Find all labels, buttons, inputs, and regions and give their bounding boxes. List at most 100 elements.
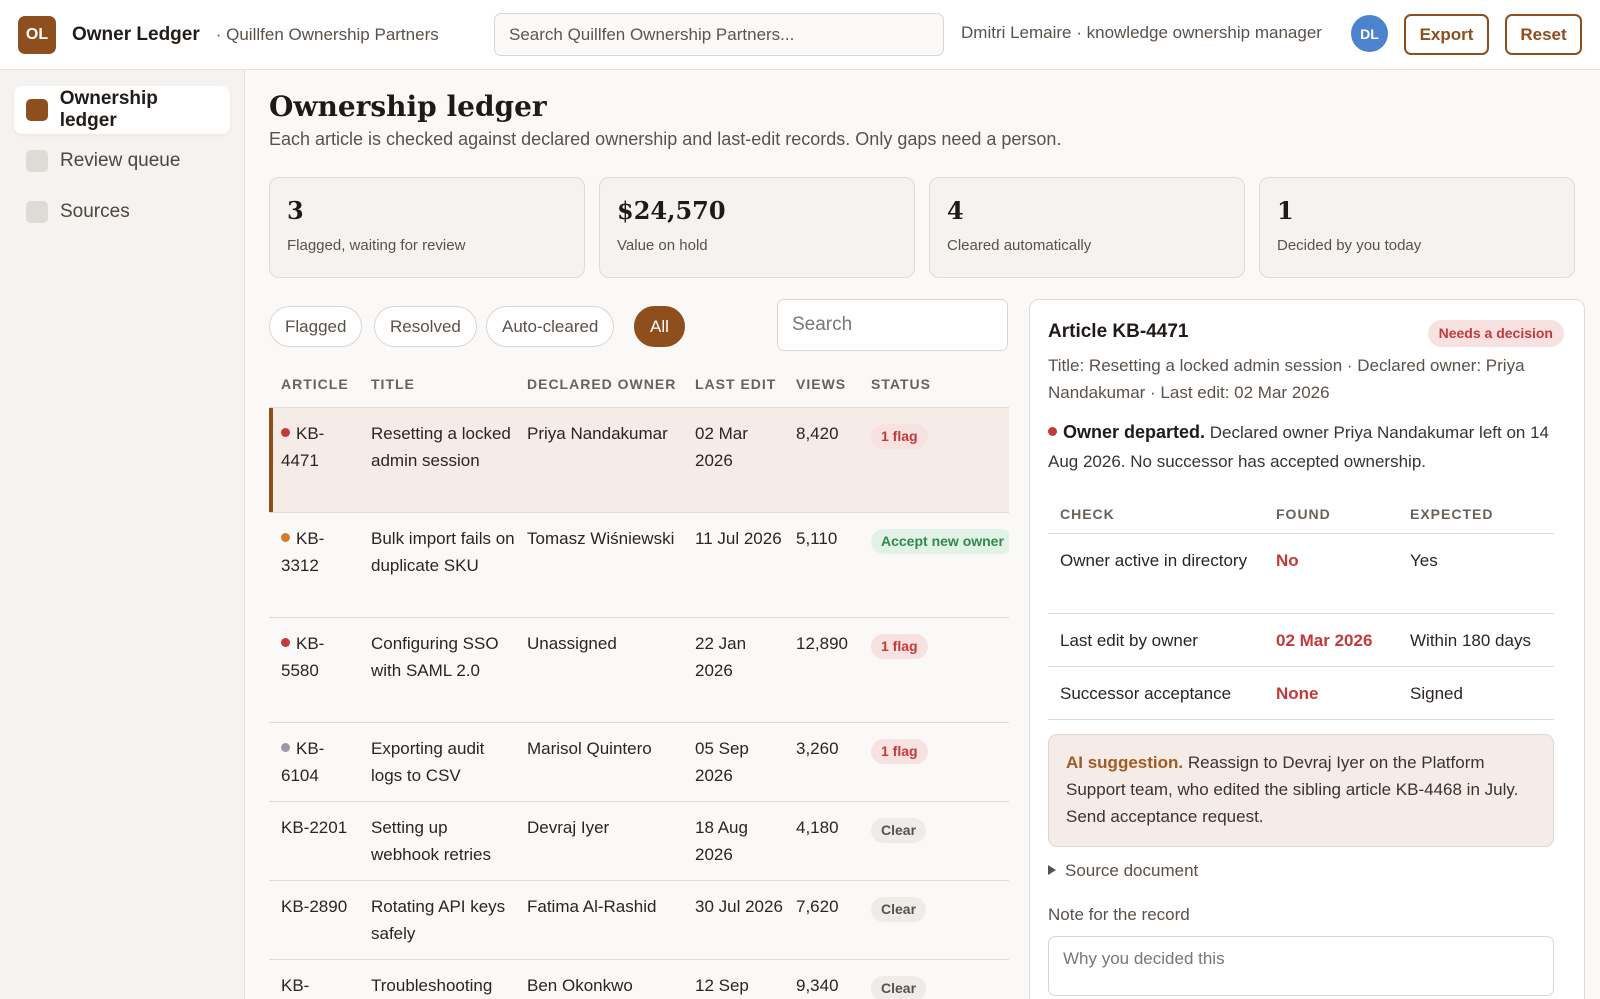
- status-pill[interactable]: Accept new owner: [871, 529, 1009, 554]
- stat-card-value-on-hold: $24,570 Value on hold: [599, 177, 915, 278]
- cell-status: 1 flag: [871, 737, 928, 764]
- cell-title: Configuring SSO with SAML 2.0: [371, 634, 499, 680]
- app-name: Owner Ledger: [72, 23, 200, 45]
- cell-article: KB-3312: [281, 525, 351, 579]
- cell-last-edit: 02 Mar 2026: [695, 424, 748, 470]
- source-document-toggle[interactable]: Source document: [1048, 861, 1198, 881]
- cell-status: 1 flag: [871, 422, 928, 449]
- sidebar: Ownership ledger Review queue Sources: [0, 70, 245, 999]
- stat-label: Cleared automatically: [947, 237, 1092, 254]
- owner-alert: Owner departed. Declared owner Priya Nan…: [1048, 418, 1568, 476]
- status-dot-icon: [281, 428, 290, 437]
- col-article[interactable]: ARTICLE: [281, 376, 349, 392]
- check-name: Last edit by owner: [1060, 631, 1198, 650]
- table-row[interactable]: KB-5580 Configuring SSO with SAML 2.0 Unas…: [269, 617, 1009, 722]
- filter-chip-auto-cleared[interactable]: Auto-cleared: [486, 306, 615, 347]
- check-found: None: [1276, 684, 1319, 703]
- cell-title: Exporting audit logs to CSV: [371, 739, 485, 785]
- check-expected: Within 180 days: [1410, 631, 1531, 650]
- note-label: Note for the record: [1048, 905, 1190, 924]
- check-row: Last edit by owner 02 Mar 2026 Within 18…: [1048, 614, 1554, 667]
- cell-views: 12,890: [796, 634, 848, 653]
- status-pill: 1 flag: [871, 424, 928, 449]
- cell-status: Clear: [871, 816, 927, 843]
- queue-icon: [26, 150, 48, 172]
- filter-chip-resolved[interactable]: Resolved: [374, 306, 477, 347]
- table-header: ARTICLE TITLE DECLARED OWNER LAST EDIT V…: [269, 360, 1009, 408]
- filter-chip-all[interactable]: All: [634, 306, 685, 347]
- articles-table: ARTICLE TITLE DECLARED OWNER LAST EDIT V…: [269, 360, 1009, 999]
- sidebar-item-ownership-ledger[interactable]: Ownership ledger: [14, 86, 230, 134]
- check-expected: Signed: [1410, 684, 1463, 703]
- check-name: Owner active in directory: [1060, 551, 1248, 570]
- export-button[interactable]: Export: [1404, 14, 1489, 55]
- stat-label: Value on hold: [617, 237, 708, 254]
- cell-views: 8,420: [796, 424, 839, 443]
- table-row[interactable]: KB-2201 Setting up webhook retries Devraj …: [269, 801, 1009, 880]
- status-pill: Clear: [871, 818, 927, 843]
- col-last-edit[interactable]: LAST EDIT: [695, 376, 777, 392]
- check-expected: Yes: [1410, 551, 1438, 570]
- cell-owner: Fatima Al-Rashid: [527, 897, 657, 916]
- article-id: KB-: [281, 976, 310, 995]
- cell-owner: Marisol Quintero: [527, 739, 652, 758]
- check-name: Successor acceptance: [1060, 684, 1232, 703]
- detail-title: Article KB-4471: [1048, 321, 1189, 342]
- stat-card-flagged: 3 Flagged, waiting for review: [269, 177, 585, 278]
- detail-meta: Title: Resetting a locked admin session …: [1048, 356, 1525, 402]
- cell-status: Accept new owner: [871, 527, 1009, 554]
- table-row[interactable]: KB-3312 Bulk import fails on duplicate SK…: [269, 512, 1009, 617]
- status-badge: Needs a decision: [1427, 320, 1564, 347]
- note-input[interactable]: [1048, 936, 1554, 996]
- avatar[interactable]: DL: [1351, 15, 1388, 52]
- cell-views: 7,620: [796, 897, 839, 916]
- alert-dot-icon: [1048, 427, 1057, 436]
- status-pill: 1 flag: [871, 634, 928, 659]
- col-declared-owner[interactable]: DECLARED OWNER: [527, 376, 677, 392]
- status-dot-icon: [281, 743, 290, 752]
- stat-card-decided: 1 Decided by you today: [1259, 177, 1575, 278]
- ledger-icon: [26, 99, 48, 121]
- cell-views: 4,180: [796, 818, 839, 837]
- table-row[interactable]: KB-4471 Resetting a locked admin session P…: [269, 407, 1009, 512]
- cell-title: Resetting a locked admin session: [371, 424, 511, 470]
- org-name: · Quillfen Ownership Partners: [215, 24, 439, 44]
- check-row: Owner active in directory No Yes: [1048, 534, 1554, 614]
- cell-owner: Tomasz Wiśniewski: [527, 529, 675, 548]
- col-status[interactable]: STATUS: [871, 376, 931, 392]
- disclosure-triangle-icon: [1048, 865, 1056, 875]
- table-row[interactable]: KB- Troubleshooting Ben Okonkwo 12 Sep 9,340…: [269, 959, 1009, 999]
- cell-status: Clear: [871, 895, 927, 922]
- sidebar-item-review-queue[interactable]: Review queue: [14, 137, 230, 185]
- sidebar-item-sources[interactable]: Sources: [14, 188, 230, 236]
- stat-label: Decided by you today: [1277, 237, 1422, 254]
- page-title: Ownership ledger: [269, 90, 547, 123]
- cell-owner: Devraj Iyer: [527, 818, 610, 837]
- col-views[interactable]: VIEWS: [796, 376, 847, 392]
- table-search-input[interactable]: [777, 299, 1008, 351]
- col-title[interactable]: TITLE: [371, 376, 415, 392]
- check-found: 02 Mar 2026: [1276, 631, 1373, 650]
- filter-chip-flagged[interactable]: Flagged: [269, 306, 363, 347]
- alert-text: Declared owner Priya Nandakumar left on …: [1048, 423, 1549, 471]
- article-id: KB-2890: [281, 897, 348, 916]
- cell-last-edit: 05 Sep 2026: [695, 739, 749, 785]
- alert-title: Owner departed.: [1063, 422, 1206, 442]
- reset-button[interactable]: Reset: [1505, 14, 1582, 55]
- cell-last-edit: 22 Jan 2026: [695, 634, 747, 680]
- cell-article: KB-: [281, 972, 351, 999]
- sidebar-item-label: Sources: [60, 201, 130, 222]
- table-row[interactable]: KB-2890 Rotating API keys safely Fatima Al…: [269, 880, 1009, 959]
- article-id: KB-2201: [281, 818, 348, 837]
- ai-suggestion-text: Reassign to Devraj Iyer on the Platform …: [1066, 753, 1519, 826]
- article-id: KB-3312: [281, 529, 325, 575]
- global-search-input[interactable]: [494, 13, 944, 56]
- article-id: KB-5580: [281, 634, 325, 680]
- cell-owner: Priya Nandakumar: [527, 424, 668, 443]
- stat-label: Flagged, waiting for review: [287, 237, 466, 254]
- sidebar-item-label: Review queue: [60, 150, 181, 171]
- cell-views: 9,340: [796, 976, 839, 995]
- stat-value: $24,570: [617, 196, 726, 225]
- table-row[interactable]: KB-6104 Exporting audit logs to CSV Mariso…: [269, 722, 1009, 801]
- status-pill: Clear: [871, 897, 927, 922]
